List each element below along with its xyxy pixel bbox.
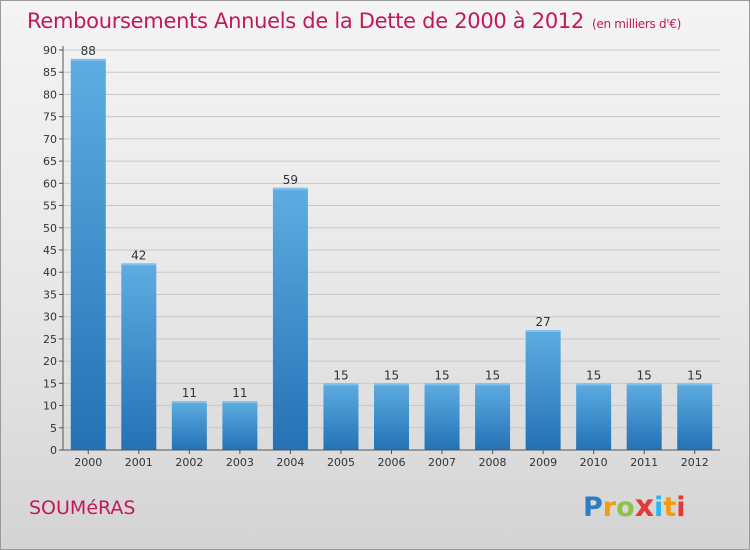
chart-subtitle: (en milliers d'€) bbox=[592, 17, 682, 31]
y-tick-label: 10 bbox=[43, 400, 57, 413]
commune-name: SOUMéRAS bbox=[29, 497, 136, 519]
bar-2010 bbox=[576, 383, 612, 450]
logo-letter: r bbox=[602, 492, 617, 523]
bar-highlight bbox=[576, 383, 612, 386]
y-tick-label: 65 bbox=[43, 155, 57, 168]
bar-highlight bbox=[677, 383, 713, 386]
y-tick-label: 0 bbox=[50, 444, 57, 457]
bar-highlight bbox=[424, 383, 460, 386]
bar-2007 bbox=[424, 383, 460, 450]
bar-2003 bbox=[222, 401, 258, 450]
bar-2008 bbox=[475, 383, 511, 450]
x-tick-label-2006: 2006 bbox=[378, 456, 406, 469]
bar-highlight bbox=[272, 187, 308, 190]
bar-highlight bbox=[626, 383, 662, 386]
y-tick-label: 20 bbox=[43, 355, 57, 368]
logo-letter: P bbox=[583, 492, 603, 523]
data-label-2004: 59 bbox=[283, 173, 298, 187]
logo-letter: i bbox=[654, 492, 664, 523]
data-label-2005: 15 bbox=[333, 368, 348, 382]
x-tick-label-2005: 2005 bbox=[327, 456, 355, 469]
data-label-2008: 15 bbox=[485, 368, 500, 382]
bar-highlight bbox=[70, 58, 106, 61]
x-tick-label-2012: 2012 bbox=[681, 456, 709, 469]
data-label-2006: 15 bbox=[384, 368, 399, 382]
proxiti-logo: Proxiti bbox=[583, 489, 686, 524]
chart-title-text: Remboursements Annuels de la Dette de 20… bbox=[27, 9, 584, 33]
data-label-2010: 15 bbox=[586, 368, 601, 382]
data-labels: 88 42 11 11 59 15 15 15 15 27 15 15 15 bbox=[81, 44, 703, 400]
x-tick-label-2001: 2001 bbox=[125, 456, 153, 469]
y-tick-label: 70 bbox=[43, 133, 57, 146]
data-label-2009: 27 bbox=[535, 315, 550, 329]
x-tick-label-2000: 2000 bbox=[74, 456, 102, 469]
bar-2012 bbox=[677, 383, 713, 450]
x-tick-label-2009: 2009 bbox=[529, 456, 557, 469]
bar-highlight bbox=[121, 263, 157, 266]
x-tick-labels: 2000 2001 2002 2003 2004 2005 2006 2007 2008 2009… bbox=[74, 450, 709, 469]
x-tick-label-2003: 2003 bbox=[226, 456, 254, 469]
data-label-2003: 11 bbox=[232, 386, 247, 400]
y-tick-label: 30 bbox=[43, 311, 57, 324]
data-label-2002: 11 bbox=[182, 386, 197, 400]
bar-highlight bbox=[323, 383, 359, 386]
bar-highlight bbox=[374, 383, 409, 386]
logo-letter: t bbox=[663, 492, 677, 523]
x-tick-label-2002: 2002 bbox=[175, 456, 203, 469]
bar-2006 bbox=[374, 383, 409, 450]
chart-title: Remboursements Annuels de la Dette de 20… bbox=[27, 9, 681, 33]
bar-highlight bbox=[171, 401, 207, 404]
bar-highlight bbox=[475, 383, 511, 386]
bar-2002 bbox=[171, 401, 207, 450]
data-label-2011: 15 bbox=[637, 368, 652, 382]
logo-letter: o bbox=[616, 492, 635, 523]
y-tick-label: 55 bbox=[43, 200, 57, 213]
bar-highlight bbox=[222, 401, 258, 404]
data-label-2007: 15 bbox=[434, 368, 449, 382]
y-tick-label: 85 bbox=[43, 66, 57, 79]
y-tick-label: 25 bbox=[43, 333, 57, 346]
y-tick-label: 50 bbox=[43, 222, 57, 235]
bar-2009 bbox=[525, 330, 561, 450]
y-tick-label: 35 bbox=[43, 288, 57, 301]
x-tick-label-2007: 2007 bbox=[428, 456, 456, 469]
bar-2001 bbox=[121, 263, 157, 450]
y-tick-label: 45 bbox=[43, 244, 57, 257]
bars bbox=[70, 58, 713, 451]
y-tick-label: 75 bbox=[43, 111, 57, 124]
bar-2004 bbox=[272, 187, 308, 450]
data-label-2000: 88 bbox=[81, 44, 96, 58]
bar-2011 bbox=[626, 383, 662, 450]
x-tick-label-2010: 2010 bbox=[580, 456, 608, 469]
y-tick-label: 40 bbox=[43, 266, 57, 279]
y-tick-labels: 0 5 10 15 20 25 30 35 40 45 50 55 60 65 70 75 80 85 90 bbox=[43, 44, 63, 457]
data-label-2012: 15 bbox=[687, 368, 702, 382]
bar-2005 bbox=[323, 383, 359, 450]
x-tick-label-2008: 2008 bbox=[479, 456, 507, 469]
y-tick-label: 90 bbox=[43, 44, 57, 57]
y-tick-label: 80 bbox=[43, 88, 57, 101]
x-tick-label-2011: 2011 bbox=[630, 456, 658, 469]
logo-letter: x bbox=[634, 489, 655, 524]
y-tick-label: 15 bbox=[43, 377, 57, 390]
x-tick-label-2004: 2004 bbox=[276, 456, 304, 469]
y-tick-label: 5 bbox=[50, 422, 57, 435]
bar-2000 bbox=[70, 58, 106, 451]
logo-letter: i bbox=[676, 492, 686, 523]
bar-highlight bbox=[525, 330, 561, 332]
data-label-2001: 42 bbox=[131, 248, 146, 262]
y-tick-label: 60 bbox=[43, 177, 57, 190]
